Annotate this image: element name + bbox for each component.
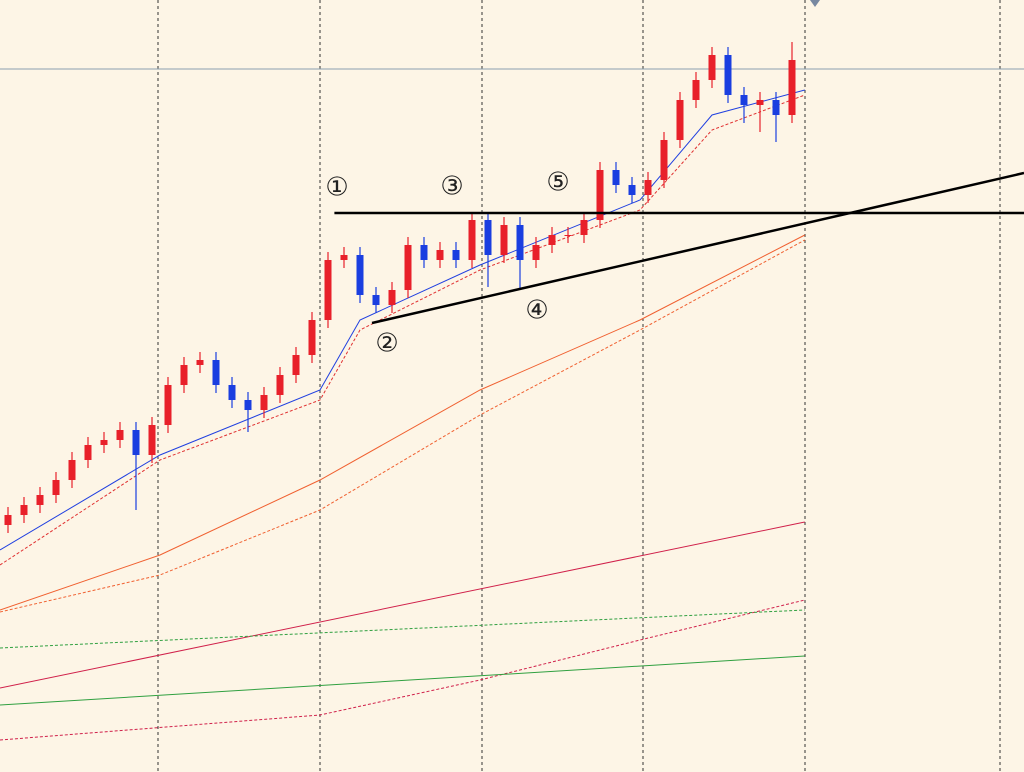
- candle-body: [644, 180, 652, 195]
- candle-body: [68, 460, 76, 480]
- candle-body: [772, 100, 780, 115]
- candle-body: [388, 290, 396, 305]
- candle-body: [52, 480, 60, 495]
- candle-body: [292, 355, 300, 375]
- grid: [157, 0, 1001, 772]
- candle-body: [788, 60, 796, 115]
- candle-body: [580, 220, 588, 235]
- candle-body: [164, 385, 172, 425]
- candle-body: [276, 375, 284, 395]
- candle-body: [740, 95, 748, 105]
- candle-body: [132, 430, 140, 455]
- candle-body: [260, 395, 268, 410]
- annotation: ③: [440, 172, 463, 202]
- candle-body: [420, 245, 428, 260]
- candle-body: [708, 55, 716, 80]
- candle-body: [180, 365, 188, 385]
- candle-body: [404, 245, 412, 290]
- candle-body: [244, 400, 252, 410]
- annotation: ⑤: [546, 168, 569, 198]
- moving-average-line: [0, 239, 806, 613]
- candle-body: [516, 225, 524, 260]
- candle-body: [564, 235, 572, 236]
- candle-body: [596, 170, 604, 220]
- moving-average-line: [0, 609, 805, 649]
- candle-body: [308, 320, 316, 355]
- candle-body: [212, 360, 220, 385]
- annotation: ①: [325, 173, 348, 203]
- annotation: ④: [525, 296, 548, 326]
- candle-body: [148, 425, 156, 455]
- candle-body: [116, 430, 124, 440]
- candle-body: [628, 185, 636, 195]
- candle-body: [340, 255, 348, 260]
- candle-body: [100, 440, 108, 445]
- candle-body: [692, 80, 700, 100]
- candle-body: [756, 100, 764, 105]
- annotation: ②: [375, 329, 398, 359]
- candle-body: [532, 245, 540, 260]
- candle-body: [452, 250, 460, 260]
- candle-body: [20, 505, 28, 515]
- candle-body: [548, 235, 556, 245]
- candle-body: [436, 250, 444, 260]
- moving-average-line: [0, 234, 806, 611]
- candle-body: [660, 140, 668, 180]
- candle-body: [84, 445, 92, 460]
- candle-body: [324, 260, 332, 320]
- trendline: [371, 171, 1024, 325]
- moving-average-line: [0, 599, 805, 741]
- candle-body: [36, 495, 44, 505]
- candle-body: [468, 220, 476, 260]
- moving-average-line: [0, 89, 805, 551]
- candle-body: [196, 360, 204, 365]
- candle-body: [500, 225, 508, 255]
- candle-body: [484, 220, 492, 255]
- candle-body: [372, 295, 380, 305]
- candle-body: [612, 170, 620, 185]
- moving-average-line: [0, 94, 805, 566]
- candle-body: [676, 100, 684, 140]
- candle-body: [4, 515, 12, 525]
- candle-body: [724, 55, 732, 95]
- candle-body: [356, 255, 364, 295]
- shift-marker: [810, 0, 820, 7]
- moving-average-line: [0, 521, 805, 689]
- moving-average-line: [0, 655, 805, 706]
- candle-body: [228, 385, 236, 400]
